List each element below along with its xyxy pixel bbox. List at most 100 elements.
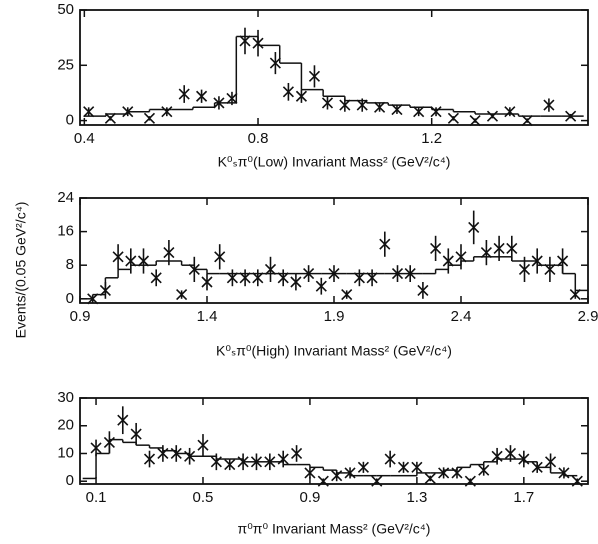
- x-tick-label: 0.9: [300, 489, 321, 506]
- data-point: [557, 255, 569, 267]
- data-point: [331, 470, 343, 482]
- data-point: [213, 97, 225, 109]
- data-point: [304, 467, 316, 479]
- data-point: [143, 453, 156, 465]
- x-tick-label: 1.2: [421, 130, 442, 147]
- data-point: [424, 472, 436, 485]
- data-point: [417, 284, 429, 296]
- data-point: [291, 447, 303, 460]
- data-point: [157, 447, 169, 460]
- data-point: [99, 284, 111, 296]
- y-tick-label: 20: [57, 417, 74, 434]
- data-point: [357, 461, 369, 473]
- y-tick-label: 16: [57, 223, 74, 240]
- data-point: [558, 467, 570, 479]
- data-point: [430, 106, 442, 118]
- data-point: [317, 475, 329, 487]
- x-tick-label: 1.7: [513, 489, 534, 506]
- data-point: [122, 106, 134, 118]
- data-point: [196, 90, 208, 102]
- data-point: [397, 461, 410, 473]
- data-point: [90, 442, 102, 454]
- data-point: [143, 112, 156, 124]
- data-point: [504, 447, 517, 460]
- data-point: [328, 268, 340, 280]
- data-point: [201, 276, 213, 288]
- y-tick-label: 0: [66, 112, 74, 129]
- data-point: [486, 110, 499, 122]
- data-point: [269, 57, 281, 69]
- data-point: [161, 106, 173, 118]
- data-point: [442, 255, 454, 267]
- data-point: [468, 221, 480, 233]
- data-point: [478, 464, 490, 476]
- x-tick-label: 0.8: [248, 130, 269, 147]
- data-point: [83, 106, 95, 118]
- data-point: [315, 280, 327, 292]
- data-point: [391, 103, 403, 116]
- data-point: [371, 475, 383, 487]
- data-point: [163, 247, 175, 259]
- x-tick-label: 1.4: [197, 308, 218, 325]
- data-point: [184, 450, 196, 462]
- x-tick-label: 1.9: [324, 308, 345, 325]
- data-point: [339, 99, 351, 111]
- data-point: [404, 268, 416, 280]
- data-point: [295, 90, 308, 102]
- data-point: [491, 450, 503, 462]
- y-tick-label: 8: [66, 256, 74, 273]
- data-point: [469, 115, 481, 127]
- data-point: [506, 242, 518, 254]
- data-point: [504, 106, 516, 118]
- data-point: [308, 70, 321, 82]
- data-point: [170, 447, 182, 460]
- x-tick-label: 1.3: [406, 489, 427, 506]
- data-point: [545, 456, 557, 468]
- y-tick-label: 24: [57, 189, 74, 206]
- y-tick-label: 10: [57, 444, 74, 461]
- data-point: [379, 238, 391, 250]
- data-point: [341, 289, 353, 301]
- data-point: [413, 106, 425, 118]
- data-point: [569, 289, 581, 301]
- data-point: [188, 263, 200, 275]
- data-point: [282, 86, 294, 98]
- y-tick-label: 25: [57, 56, 74, 73]
- y-tick-label: 0: [66, 472, 74, 489]
- data-point: [438, 467, 450, 479]
- data-point: [455, 251, 467, 263]
- data-point: [226, 92, 238, 105]
- plot-frame: [79, 397, 589, 485]
- data-point: [210, 456, 222, 468]
- y-tick-label: 0: [66, 290, 74, 307]
- data-point: [224, 459, 236, 471]
- data-point: [252, 272, 264, 284]
- data-point: [321, 97, 334, 109]
- data-point: [303, 268, 315, 280]
- x-tick-label: 0.1: [86, 489, 107, 506]
- data-point: [237, 456, 249, 468]
- data-point: [374, 101, 386, 113]
- x-tick-label: 0.9: [70, 308, 91, 325]
- data-point: [356, 99, 368, 111]
- y-axis-label: Events/(0.05 GeV²/c⁴): [13, 202, 29, 339]
- data-point: [264, 263, 277, 275]
- data-point: [137, 255, 150, 267]
- data-point: [150, 272, 162, 284]
- data-point: [571, 475, 583, 487]
- data-point: [464, 475, 476, 487]
- x-axis-label: K⁰ₛπ⁰(Low) Invariant Mass² (GeV²/c⁴): [218, 154, 451, 170]
- data-point: [480, 247, 492, 259]
- data-point: [493, 242, 505, 254]
- data-point: [178, 88, 190, 100]
- data-point: [518, 453, 530, 465]
- data-point: [130, 428, 142, 440]
- data-point: [531, 255, 543, 267]
- data-point: [226, 272, 238, 284]
- x-tick-label: 0.5: [193, 489, 214, 506]
- data-point: [214, 251, 226, 263]
- data-point: [197, 439, 209, 451]
- data-point: [125, 255, 137, 267]
- data-point: [112, 251, 124, 263]
